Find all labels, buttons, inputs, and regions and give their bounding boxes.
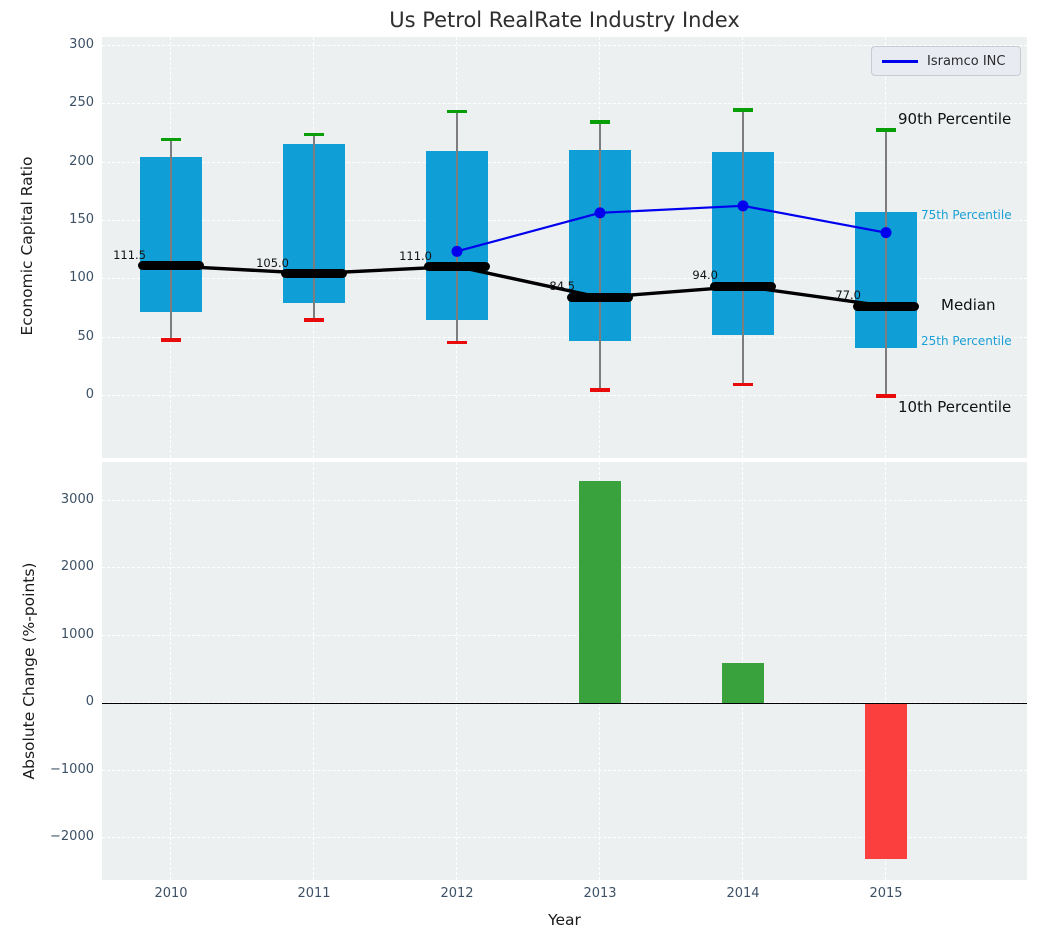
whisker-cap-low-2013 <box>590 388 610 392</box>
whisker-cap-low-2010 <box>161 338 181 342</box>
whisker-cap-high-2011 <box>304 132 324 137</box>
top-y-tick-label: 0 <box>85 387 94 402</box>
bottom-y-tick-label: 2000 <box>60 559 94 575</box>
median-marker-2012 <box>424 262 490 271</box>
whisker-cap-high-2014 <box>733 108 753 112</box>
whisker-cap-high-2013 <box>590 120 610 124</box>
x-axis-label: Year <box>548 911 581 929</box>
legend-line-swatch <box>882 59 918 63</box>
gridline-h <box>102 567 1027 569</box>
gridline-v <box>170 462 171 880</box>
bottom-y-tick-label: −1000 <box>50 761 94 777</box>
top-y-tick-label: 250 <box>69 95 94 111</box>
whisker-cap-high-2012 <box>447 109 467 114</box>
top-y-tick-label: 50 <box>77 328 94 344</box>
top-y-tick-label: 200 <box>69 153 94 169</box>
median-value-label-2014: 94.0 <box>692 268 718 283</box>
whisker-cap-low-2015 <box>876 394 896 398</box>
top-y-tick-label: 150 <box>69 212 94 227</box>
gridline-h <box>102 634 1027 636</box>
x-tick-label: 2012 <box>440 886 474 901</box>
gridline-h <box>102 837 1027 839</box>
median-value-label-2010: 111.5 <box>113 247 146 262</box>
chart-title: Us Petrol RealRate Industry Index <box>389 8 740 32</box>
whisker-line-2013 <box>599 121 601 391</box>
x-tick-label: 2011 <box>297 886 331 901</box>
bottom-y-tick-label: 3000 <box>60 491 94 507</box>
gridline-h <box>102 769 1027 771</box>
median-value-label-2011: 105.0 <box>256 255 289 270</box>
median-value-label-2012: 111.0 <box>399 248 432 263</box>
top-y-tick-label: 100 <box>69 270 94 286</box>
gridline-h <box>102 336 1027 338</box>
median-marker-2014 <box>710 281 776 291</box>
top-y-axis-label: Economic Capital Ratio <box>18 156 36 336</box>
side-label-p10: 10th Percentile <box>898 398 1012 416</box>
gridline-h <box>102 161 1027 163</box>
median-value-label-2013: 84.5 <box>549 279 575 294</box>
gridline-v <box>456 462 457 880</box>
side-label-p90: 90th Percentile <box>898 110 1012 128</box>
whisker-line-2010 <box>170 139 172 340</box>
whisker-line-2011 <box>313 134 315 321</box>
gridline-v <box>313 462 314 880</box>
whisker-cap-low-2014 <box>733 382 753 387</box>
gridline-v <box>885 462 886 880</box>
whisker-cap-low-2011 <box>304 318 324 322</box>
legend-label: Isramco INC <box>927 53 1006 69</box>
gridline-h <box>102 45 1027 46</box>
side-label-p75: 75th Percentile <box>921 207 1012 222</box>
whisker-line-2012 <box>456 111 458 343</box>
x-tick-label: 2010 <box>154 886 188 901</box>
x-tick-label: 2013 <box>583 886 617 901</box>
x-tick-label: 2015 <box>869 886 903 901</box>
gridline-h <box>102 103 1027 105</box>
bottom-y-tick-label: −2000 <box>50 829 94 845</box>
gridline-h <box>102 499 1027 501</box>
gridline-h <box>102 395 1027 396</box>
side-label-median: Median <box>941 296 996 315</box>
bar-2015 <box>865 703 907 859</box>
zero-line <box>102 702 1027 705</box>
whisker-cap-high-2015 <box>876 128 896 132</box>
side-label-p25: 25th Percentile <box>921 334 1012 349</box>
whisker-line-2015 <box>885 130 887 396</box>
median-marker-2015 <box>853 301 919 311</box>
median-value-label-2015: 77.0 <box>835 288 861 303</box>
whisker-cap-high-2010 <box>161 137 181 142</box>
whisker-line-2014 <box>742 110 744 385</box>
bar-2014 <box>722 662 764 704</box>
bar-2013 <box>579 480 621 704</box>
bottom-y-axis-label: Absolute Change (%-points) <box>20 562 38 780</box>
x-tick-label: 2014 <box>726 886 760 901</box>
median-marker-2013 <box>567 292 633 302</box>
whisker-cap-low-2012 <box>447 340 467 345</box>
median-marker-2010 <box>138 261 204 271</box>
bottom-y-tick-label: 1000 <box>60 626 94 642</box>
top-y-tick-label: 300 <box>69 37 94 52</box>
bottom-y-tick-label: 0 <box>85 694 94 710</box>
median-marker-2011 <box>281 269 347 278</box>
legend: Isramco INC <box>871 46 1021 76</box>
